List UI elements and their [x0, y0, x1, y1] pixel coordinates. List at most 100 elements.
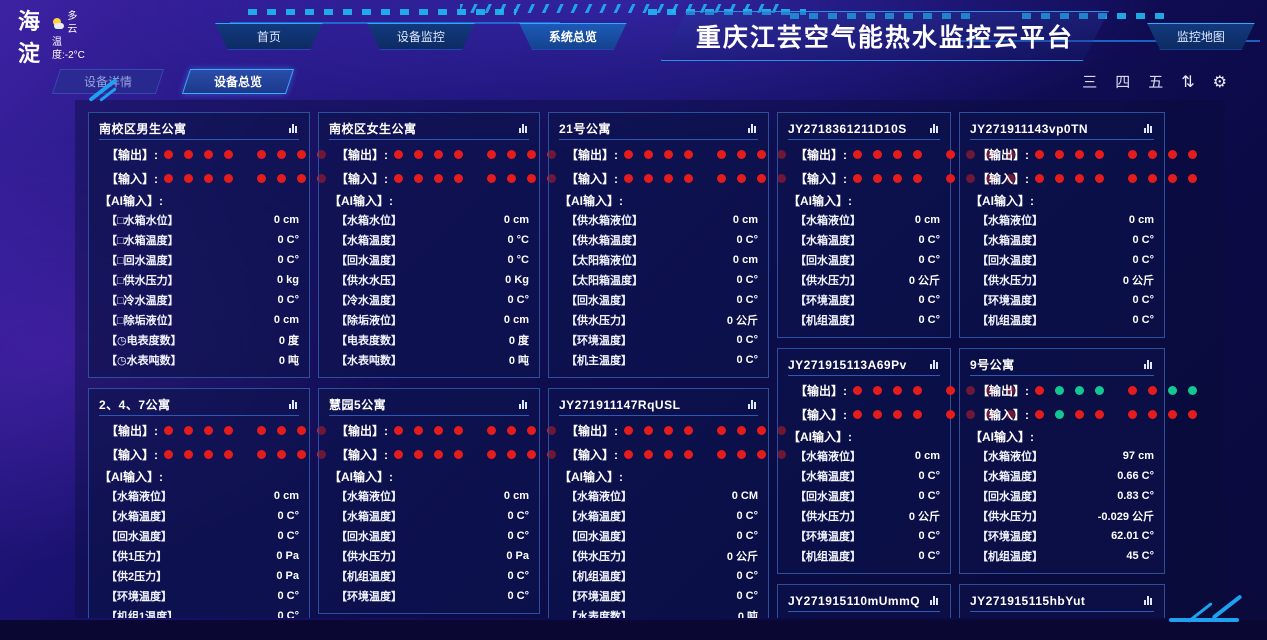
layout-five-columns-button[interactable]: 五	[1148, 73, 1164, 91]
sensor-value: 0 C°	[507, 570, 529, 582]
tab-device-details[interactable]: 设备详情	[51, 68, 165, 94]
sensor-value: 0 C°	[277, 530, 299, 542]
input-row: 【输入】:	[329, 442, 556, 466]
status-dot-red	[1035, 173, 1044, 183]
bar-chart-icon[interactable]	[746, 398, 758, 411]
status-dot-green	[1168, 385, 1177, 395]
sensor-row: 【水箱温度】 0.66 C°	[970, 466, 1154, 486]
bar-chart-icon[interactable]	[1142, 594, 1154, 607]
sensor-row: 【机组1温度】 0 C°	[99, 606, 299, 618]
sensor-value: 0 度	[278, 335, 299, 347]
status-dot-green	[1055, 385, 1064, 395]
status-dot-red	[664, 149, 673, 159]
bar-chart-icon[interactable]	[287, 398, 299, 411]
sensor-value: 0 C°	[1132, 314, 1154, 326]
device-card: 21号公寓 【输出】: 【输入】: 【AI输入】: 【供水箱液位】 0 cm 【供水箱温度】…	[548, 112, 786, 378]
sensor-label: 【环境温度】	[977, 295, 1043, 307]
sensor-row: 【环境温度】 0 C°	[970, 290, 1154, 310]
decor-header-line-right	[960, 40, 1260, 42]
status-dot-red	[644, 449, 653, 459]
sensor-row: 【机组温度】 0 C°	[788, 310, 940, 330]
sensor-value: 0 C°	[736, 234, 758, 246]
bar-chart-icon[interactable]	[1142, 122, 1154, 135]
status-dot-red	[1128, 409, 1137, 419]
input-row-label: 【输入】:	[566, 447, 618, 462]
status-dot-red	[946, 173, 955, 183]
sensor-row: 【水箱温度】 0 C°	[970, 230, 1154, 250]
sensor-row: 【回水温度】 0 C°	[559, 290, 758, 310]
sensor-row: 【电表度数】 0 度	[329, 330, 529, 350]
status-dot-red	[1148, 385, 1157, 395]
status-dot-red	[624, 449, 633, 459]
device-card: JY2718361211D10S 【输出】: 【输入】: 【AI输入】: 【水箱液位】 0…	[777, 112, 1015, 338]
device-card: 9号公寓 【输出】: 【输入】: 【AI输入】: 【水箱液位】 97 cm 【水箱温度】 0.…	[959, 348, 1197, 574]
bar-chart-icon[interactable]	[928, 358, 940, 371]
view-options: 三 四 五 ⇅ ⚙	[1082, 71, 1227, 92]
device-card-title: 慧园5公寓	[329, 398, 387, 412]
sensor-value: 45 C°	[1126, 550, 1154, 562]
sensor-label: 【水箱温度】	[106, 511, 172, 523]
nav-monitor-map-button[interactable]: 监控地图	[1146, 22, 1255, 50]
sensor-row: 【水箱液位】 0 cm	[970, 210, 1154, 230]
sensor-label: 【供水压力】	[795, 511, 861, 523]
sensor-value: 0 吨	[508, 355, 529, 367]
bar-chart-icon[interactable]	[517, 398, 529, 411]
bar-chart-icon[interactable]	[1142, 358, 1154, 371]
status-dot-red	[873, 409, 882, 419]
output-row: 【输出】:	[788, 142, 1015, 166]
status-dot-red	[507, 449, 516, 459]
device-card-header: JY271911147RqUSL	[559, 394, 758, 416]
input-row-label: 【输入】:	[106, 447, 158, 462]
bar-chart-icon[interactable]	[928, 594, 940, 607]
sensor-value: 0 吨	[737, 611, 758, 618]
sensor-value: 0 C°	[277, 254, 299, 266]
bar-chart-icon[interactable]	[746, 122, 758, 135]
tab-device-overview[interactable]: 设备总览	[181, 68, 295, 94]
nav-home-button[interactable]: 首页	[214, 22, 323, 50]
status-dot-red	[507, 425, 516, 435]
sensor-label: 【环境温度】	[977, 531, 1043, 543]
bar-chart-icon[interactable]	[928, 122, 940, 135]
bar-chart-icon[interactable]	[517, 122, 529, 135]
device-card: 南校区女生公寓 【输出】: 【输入】: 【AI输入】: 【水箱水位】 0 cm 【水箱温度】…	[318, 112, 556, 378]
device-card-header: 南校区女生公寓	[329, 118, 529, 140]
sensor-row: 【水表度数】 0 吨	[559, 606, 758, 618]
sensor-value: 0.83 C°	[1117, 490, 1154, 502]
status-dot-red	[1168, 173, 1177, 183]
status-dot-red	[224, 449, 233, 459]
sensor-value: 0 C°	[918, 234, 940, 246]
status-dot-red	[664, 425, 673, 435]
layout-four-columns-button[interactable]: 四	[1115, 73, 1131, 91]
nav-device-monitor-button[interactable]: 设备监控	[366, 22, 475, 50]
status-dot-red	[297, 425, 306, 435]
status-dot-red	[1128, 173, 1137, 183]
sensor-value: 0 CM	[731, 490, 758, 502]
output-row-label: 【输出】:	[977, 618, 1029, 619]
output-row: 【输出】:	[559, 418, 786, 442]
sensor-label: 【环境温度】	[795, 531, 861, 543]
sensor-value: 0 C°	[736, 294, 758, 306]
status-dot-red	[737, 173, 746, 183]
status-dot-red	[257, 449, 266, 459]
sensor-row: 【回水温度】 0 C°	[788, 250, 940, 270]
sort-icon[interactable]: ⇅	[1181, 71, 1195, 91]
status-dot-red	[684, 173, 693, 183]
status-dot-red	[757, 425, 766, 435]
bar-chart-icon[interactable]	[287, 122, 299, 135]
ai-input-label: 【AI输入】:	[99, 469, 163, 484]
status-dot-red	[204, 149, 213, 159]
board-column-1: 南校区男生公寓 【输出】: 【输入】: 【AI输入】: 【□水箱水位】 0 cm 【□水箱温…	[88, 112, 326, 618]
toolbar: 设备详情 设备总览 三 四 五 ⇅ ⚙	[0, 62, 1267, 100]
status-dot-red	[664, 449, 673, 459]
nav-system-overview-button[interactable]: 系统总览	[518, 22, 627, 50]
output-row-label: 【输出】:	[566, 147, 618, 162]
sensor-label: 【机组1温度】	[106, 611, 179, 618]
status-dot-red	[184, 425, 193, 435]
sensor-label: 【◷水表吨数】	[106, 355, 182, 367]
status-dot-red	[684, 149, 693, 159]
layout-three-columns-button[interactable]: 三	[1082, 73, 1098, 91]
sensor-label: 【机组温度】	[795, 315, 861, 327]
gear-icon[interactable]: ⚙	[1212, 71, 1227, 91]
ai-input-label: 【AI输入】:	[788, 429, 852, 444]
input-row: 【输入】:	[329, 166, 556, 190]
